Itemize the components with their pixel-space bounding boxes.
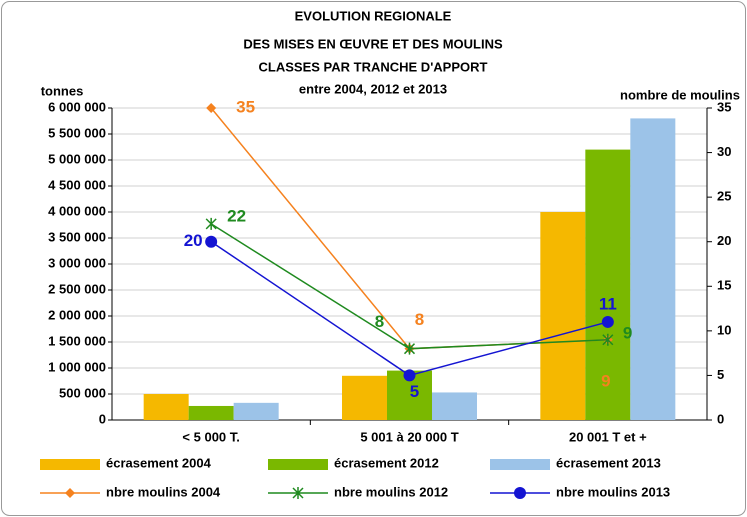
legend-label: nbre moulins 2012 bbox=[334, 484, 448, 499]
y2-tick-label: 5 bbox=[717, 367, 724, 382]
legend-label: écrasement 2012 bbox=[334, 455, 439, 470]
bar bbox=[342, 375, 387, 420]
line-marker bbox=[65, 488, 75, 498]
y-tick-label: 1 500 000 bbox=[48, 333, 106, 348]
line-marker bbox=[403, 342, 416, 355]
y-tick-label: 2 500 000 bbox=[48, 281, 106, 296]
x-tick-label: < 5 000 T. bbox=[182, 429, 239, 444]
y-tick-label: 5 500 000 bbox=[48, 125, 106, 140]
bar bbox=[540, 212, 586, 420]
data-label: 22 bbox=[227, 206, 246, 225]
bar bbox=[143, 394, 189, 420]
bar bbox=[432, 392, 477, 420]
y-tick-label: 2 000 000 bbox=[48, 307, 106, 322]
y2-tick-label: 0 bbox=[717, 411, 724, 426]
line-marker bbox=[602, 333, 614, 346]
chart-title: CLASSES PAR TRANCHE D'APPORT bbox=[259, 59, 488, 74]
line-marker bbox=[601, 315, 614, 328]
y-axis-label: tonnes bbox=[41, 83, 84, 98]
chart-subtitle: entre 2004, 2012 et 2013 bbox=[299, 81, 447, 96]
y2-tick-label: 30 bbox=[717, 144, 731, 159]
line-marker bbox=[292, 487, 304, 499]
legend-swatch bbox=[490, 459, 550, 470]
bar bbox=[188, 405, 234, 420]
y-tick-label: 6 000 000 bbox=[48, 99, 106, 114]
x-tick-label: 20 001 T et + bbox=[569, 429, 647, 444]
y-tick-label: 0 bbox=[99, 411, 106, 426]
y-tick-label: 4 000 000 bbox=[48, 203, 106, 218]
data-label: 9 bbox=[601, 371, 610, 390]
y-tick-label: 5 000 000 bbox=[48, 151, 106, 166]
data-label: 8 bbox=[375, 312, 384, 331]
y2-tick-label: 25 bbox=[717, 189, 731, 204]
y-tick-label: 4 500 000 bbox=[48, 177, 106, 192]
bar bbox=[585, 149, 631, 420]
legend-label: nbre moulins 2013 bbox=[556, 484, 670, 499]
line-marker bbox=[514, 487, 526, 499]
y2-tick-label: 20 bbox=[717, 233, 731, 248]
y-tick-label: 3 000 000 bbox=[48, 255, 106, 270]
data-label: 9 bbox=[623, 323, 632, 342]
legend-swatch bbox=[268, 459, 328, 470]
y-tick-label: 500 000 bbox=[59, 385, 106, 400]
legend-label: écrasement 2013 bbox=[556, 455, 661, 470]
bar bbox=[233, 402, 279, 420]
data-label: 5 bbox=[410, 382, 419, 401]
data-label: 11 bbox=[599, 294, 617, 313]
data-label: 35 bbox=[236, 97, 255, 116]
y-tick-label: 3 500 000 bbox=[48, 229, 106, 244]
chart-title: DES MISES EN ŒUVRE ET DES MOULINS bbox=[243, 36, 503, 51]
line-marker bbox=[205, 235, 218, 248]
data-label: 20 bbox=[184, 231, 203, 250]
line-marker bbox=[206, 103, 217, 113]
legend-label: écrasement 2004 bbox=[106, 455, 212, 470]
y2-tick-label: 15 bbox=[717, 278, 731, 293]
chart-title: EVOLUTION REGIONALE bbox=[295, 8, 452, 23]
line-marker bbox=[205, 217, 217, 230]
legend-label: nbre moulins 2004 bbox=[106, 484, 221, 499]
data-label: 8 bbox=[415, 310, 424, 329]
y-tick-label: 1 000 000 bbox=[48, 359, 106, 374]
y2-axis-label: nombre de moulins bbox=[620, 87, 740, 102]
y2-tick-label: 35 bbox=[717, 99, 731, 114]
bar bbox=[630, 118, 676, 421]
line-marker bbox=[403, 369, 416, 382]
legend-swatch bbox=[40, 459, 100, 470]
y2-tick-label: 10 bbox=[717, 322, 731, 337]
x-tick-label: 5 001 à 20 000 T bbox=[360, 429, 458, 444]
